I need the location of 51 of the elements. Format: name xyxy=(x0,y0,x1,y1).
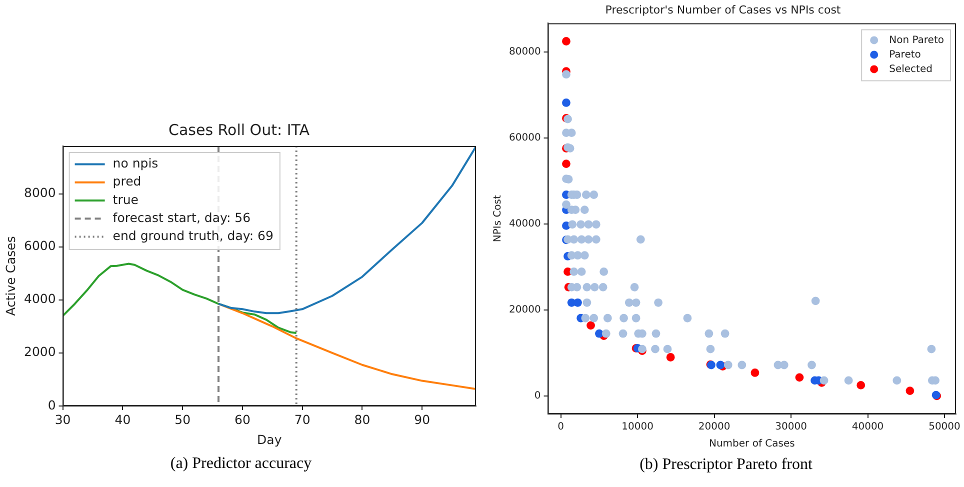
x-tick-label: 10000 xyxy=(622,422,654,433)
x-axis-title: Number of Cases xyxy=(708,438,795,450)
x-tick-label: 80 xyxy=(354,412,370,427)
x-tick-label: 50 xyxy=(174,412,191,427)
x-tick-label: 0 xyxy=(558,422,564,433)
point xyxy=(562,160,570,168)
legend-label: pred xyxy=(112,174,142,189)
x-tick-label: 70 xyxy=(294,412,310,427)
point xyxy=(574,298,582,307)
ref-line-label: end ground truth, day: 69 xyxy=(112,228,274,243)
y-tick-label: 6000 xyxy=(24,238,56,254)
point xyxy=(666,353,675,362)
y-tick-label: 20000 xyxy=(509,304,541,316)
y-tick-label: 0 xyxy=(534,390,541,402)
y-tick-label: 80000 xyxy=(509,46,541,58)
legend-label: Selected xyxy=(889,64,932,75)
text: (a) Predictor accuracy xyxy=(169,454,313,474)
point xyxy=(595,329,604,338)
point xyxy=(750,368,760,377)
y-axis-title: Active Cases xyxy=(2,236,18,316)
x-axis-title: Day xyxy=(257,432,282,447)
chart-title: Cases Roll Out: ITA xyxy=(168,120,310,139)
y-tick-label: 4000 xyxy=(24,291,56,306)
point xyxy=(562,37,570,46)
x-tick-label: 20000 xyxy=(698,422,730,433)
point xyxy=(906,386,914,395)
point xyxy=(716,360,725,370)
legend-label: Non Pareto xyxy=(889,34,944,46)
y-tick-label: 40000 xyxy=(509,218,541,230)
point xyxy=(562,98,570,107)
point xyxy=(586,321,595,330)
x-tick-label: 40000 xyxy=(852,422,884,433)
legend-label: Pareto xyxy=(889,49,921,60)
y-tick-label: 60000 xyxy=(509,132,541,144)
y-axis-title: NPIs Cost xyxy=(492,194,504,242)
y-tick-label: 2000 xyxy=(24,344,56,360)
y-tick-label: 8000 xyxy=(24,185,56,200)
x-tick-label: 90 xyxy=(414,412,430,427)
text: (b) Prescriptor Pareto front xyxy=(638,455,814,475)
ref-line-label: forecast start, day: 56 xyxy=(112,210,251,225)
legend-label: no npis xyxy=(112,156,158,170)
legend-label: true xyxy=(112,192,139,207)
x-tick-label: 60 xyxy=(234,412,250,427)
x-tick-label: 40 xyxy=(114,412,131,427)
y-tick-label: 0 xyxy=(48,397,56,412)
point xyxy=(856,380,866,390)
x-tick-label: 30000 xyxy=(775,422,807,433)
point xyxy=(795,373,804,382)
x-tick-label: 50000 xyxy=(928,422,960,433)
chart-title: Prescriptor's Number of Cases vs NPIs cost xyxy=(605,3,842,16)
x-tick-label: 30 xyxy=(54,412,71,427)
